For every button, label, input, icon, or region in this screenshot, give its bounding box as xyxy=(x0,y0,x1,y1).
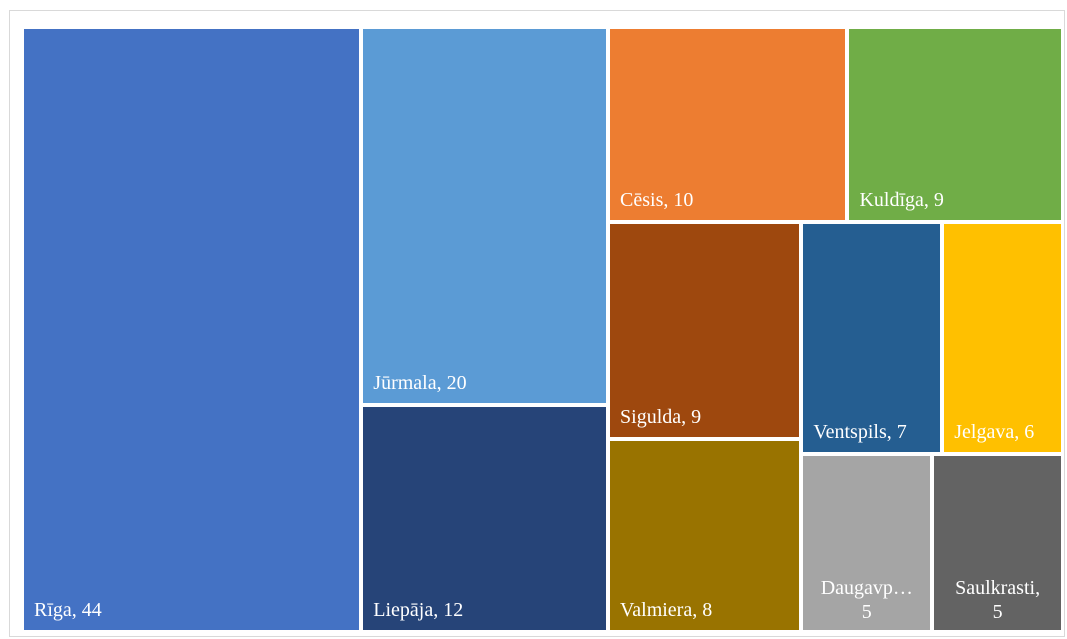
treemap-tile-liepaja: Liepāja, 12 xyxy=(361,405,609,632)
treemap-label-ventspils: Ventspils, 7 xyxy=(813,420,907,443)
treemap-tile-jelgava: Jelgava, 6 xyxy=(942,221,1063,454)
treemap-tile-riga: Rīga, 44 xyxy=(22,27,362,632)
treemap-label-cesis: Cēsis, 10 xyxy=(620,188,694,211)
treemap-tile-sigulda: Sigulda, 9 xyxy=(608,221,802,439)
treemap-label-jurmala: Jūrmala, 20 xyxy=(373,372,467,395)
treemap-label-valmiera: Valmiera, 8 xyxy=(620,598,713,621)
treemap-label-liepaja: Liepāja, 12 xyxy=(373,599,464,621)
treemap-tile-cesis: Cēsis, 10 xyxy=(608,27,848,222)
treemap-chart: Rīga, 44 Jūrmala, 20 Liepāja, 12 Cēsis, 10 K… xyxy=(22,27,1063,632)
treemap-label-riga: Rīga, 44 xyxy=(34,599,102,621)
treemap-tile-valmiera: Valmiera, 8 xyxy=(608,438,802,632)
treemap-tile-kuldiga: Kuldīga, 9 xyxy=(847,27,1063,222)
treemap-tile-jurmala: Jūrmala, 20 xyxy=(361,27,609,406)
treemap-label-daugavpils: Daugavp… 5 xyxy=(820,576,913,623)
treemap-tile-ventspils: Ventspils, 7 xyxy=(801,221,943,454)
treemap-label-jelgava: Jelgava, 6 xyxy=(954,420,1035,443)
treemap-tile-daugavpils: Daugavp… 5 xyxy=(801,453,933,632)
treemap-tile-saulkrasti: Saulkrasti, 5 xyxy=(932,453,1063,632)
treemap-label-kuldiga: Kuldīga, 9 xyxy=(859,188,944,211)
treemap-label-saulkrasti: Saulkrasti, 5 xyxy=(955,576,1041,623)
treemap-label-sigulda: Sigulda, 9 xyxy=(620,405,702,428)
